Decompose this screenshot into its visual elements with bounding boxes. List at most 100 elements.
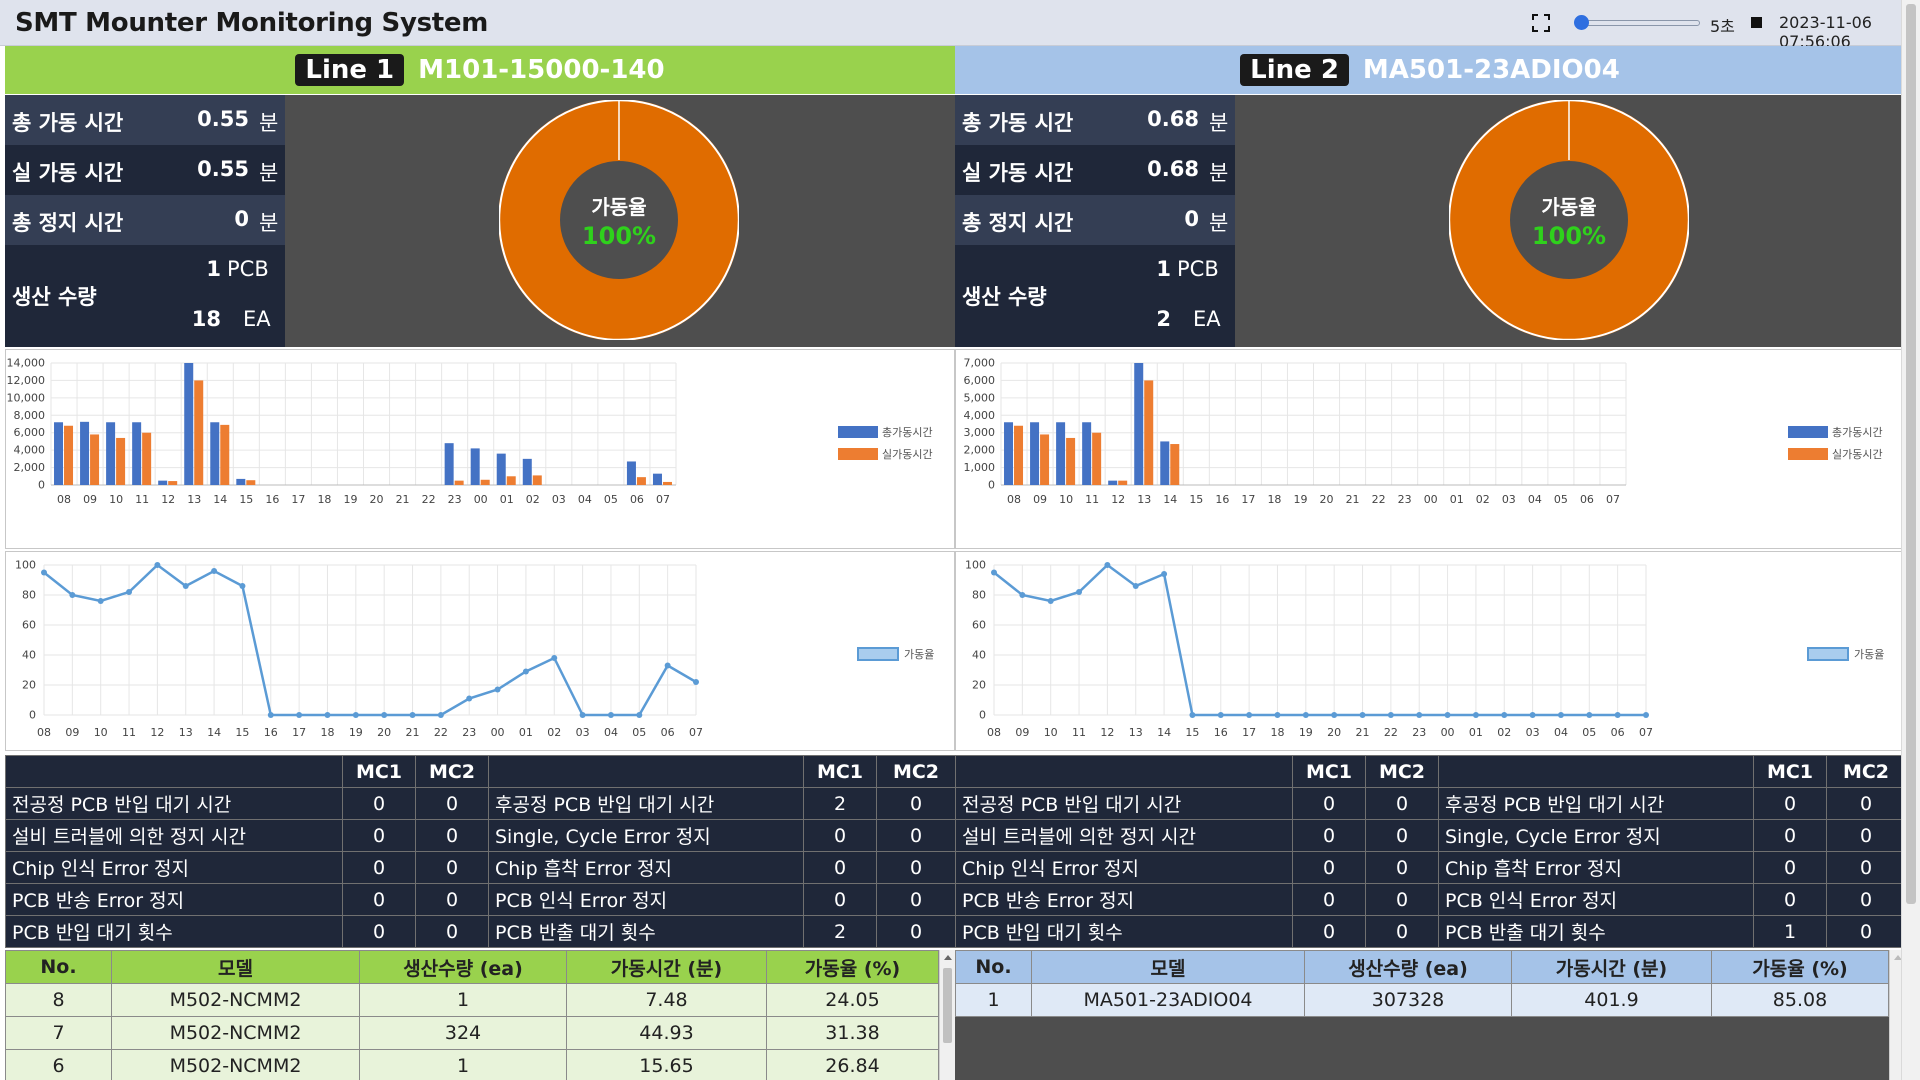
data-point [1246,712,1253,718]
history-header-run-time[interactable]: 가동시간 (분) [1511,950,1712,984]
data-point [41,569,47,576]
error-mc2-count: 0 [876,787,956,820]
stat-value: 0.68 [1147,107,1199,131]
error-mc1-count: 0 [1292,851,1366,884]
line1-bar-chart-svg: 14,00012,00010,0008,0006,0004,0002,00000… [7,357,933,507]
history-header-quantity[interactable]: 생산수량 (ea) [1304,950,1512,984]
y-tick-label: 100 [965,559,986,572]
x-tick-label: 08 [1007,493,1021,506]
error-mc2-count: 0 [876,819,956,852]
slider-track[interactable] [1576,20,1700,26]
x-tick-label: 09 [83,493,97,506]
error-mc1-count: 2 [803,915,877,948]
x-tick-label: 01 [500,493,514,506]
y-tick-label: 0 [988,479,995,492]
data-point [1557,712,1564,718]
x-tick-label: 11 [135,493,149,506]
line2-bar-chart-svg: 7,000 6,000 5,000 4,000 3,000 2,000 1,000 0 08 09… [964,357,1883,507]
history-header-quantity[interactable]: 생산수량 (ea) [359,950,567,984]
x-tick-label: 17 [1241,493,1255,506]
scroll-up-arrow-icon[interactable] [944,955,952,960]
page-scrollbar[interactable] [1901,0,1920,1080]
line2-model: MA501-23ADIO04 [1362,55,1620,85]
production-pcb-count: 1 [1156,257,1171,281]
x-tick-label: 05 [1582,726,1596,739]
y-tick-label: 80 [972,589,986,602]
x-tick-label: 18 [1267,493,1281,506]
x-tick-label: 12 [1100,726,1114,739]
x-tick-label: 03 [1502,493,1516,506]
page-scroll-thumb[interactable] [1906,4,1916,904]
x-tick-label: 23 [1398,493,1412,506]
x-tick-label: 11 [1072,726,1086,739]
error-name: 후공정 PCB 반입 대기 시간 [488,787,804,820]
data-point [437,712,444,718]
x-tick-label: 04 [604,726,618,739]
x-tick-label: 03 [552,493,566,506]
production-pcb-count: 1 [206,257,221,281]
error-name: Single, Cycle Error 정지 [1438,819,1754,852]
error-header-blank [488,755,804,788]
legend-label: 총가동시간 [1832,426,1883,439]
data-point [1331,712,1338,718]
y-tick-label: 6,000 [964,374,996,387]
scroll-up-arrow-icon[interactable] [1894,955,1902,960]
history-table-row[interactable]: 8 M502-NCMM2 1 7.48 24.05 [5,983,939,1017]
data-point [636,712,643,718]
history-header-run-time[interactable]: 가동시간 (분) [566,950,767,984]
error-name: PCB 인식 Error 정지 [488,883,804,916]
y-tick-label: 40 [22,649,36,662]
history-header-rate[interactable]: 가동율 (%) [766,950,939,984]
series-line-utilization [43,563,697,717]
history-header-no[interactable]: No. [5,950,112,984]
x-tick-label: 01 [519,726,533,739]
history-table-row[interactable]: 1 MA501-23ADIO04 307328 401.9 85.08 [955,983,1889,1017]
fullscreen-icon[interactable] [1532,14,1550,32]
x-tick-label: 12 [1111,493,1125,506]
slider-thumb[interactable] [1574,15,1589,30]
legend-label: 총가동시간 [882,426,933,439]
bar-total-run-time [1108,480,1118,485]
donut-value: 100% [1531,222,1607,250]
history-header-rate[interactable]: 가동율 (%) [1711,950,1889,984]
error-table-header: MC1 MC2 MC1 MC2 [955,755,1906,788]
data-point [409,712,416,718]
line2-error-table: MC1 MC2 MC1 MC2 전공정 PCB 반입 대기 시간 0 0 후공정 PC… [955,755,1906,948]
scroll-thumb[interactable] [943,968,952,1043]
history-no: 7 [5,1016,112,1050]
x-tick-label: 06 [661,726,675,739]
history-header-model[interactable]: 모델 [111,950,360,984]
data-point [1359,712,1366,718]
x-tick-label: 17 [1242,726,1256,739]
data-point [381,712,388,718]
line2-badge: Line 2 [1240,54,1349,86]
production-ea-unit: EA [1193,307,1221,331]
x-tick-label: 09 [1033,493,1047,506]
history-header-no[interactable]: No. [955,950,1032,984]
error-mc2-count: 0 [876,883,956,916]
line2-summary: 총 가동 시간 0.68 분 실 가동 시간 0.68 분 총 정지 시간 0 … [955,95,1905,347]
x-tick-label: 02 [1476,493,1490,506]
bar-total-run-time [54,422,64,485]
history-table-row[interactable]: 7 M502-NCMM2 324 44.93 31.38 [5,1016,939,1050]
line1-history-scrollbar[interactable] [939,950,955,1080]
bar-total-run-time [132,422,142,485]
stop-icon[interactable] [1751,17,1762,28]
history-header-model[interactable]: 모델 [1031,950,1305,984]
line1-total-stop-time: 총 정지 시간 0 분 [5,195,285,245]
x-tick-label: 07 [1606,493,1620,506]
line1-total-run-time: 총 가동 시간 0.55 분 [5,95,285,145]
history-table-row[interactable]: 6 M502-NCMM2 1 15.65 26.84 [5,1049,939,1080]
error-mc2-count: 0 [1826,819,1906,852]
error-mc2-count: 0 [876,851,956,884]
data-point [1302,712,1309,718]
bar-total-run-time [1030,422,1040,485]
bar-total-run-time [158,480,168,485]
y-tick-label: 5,000 [964,391,996,404]
error-mc2-count: 0 [1365,851,1439,884]
x-tick-label: 12 [161,493,175,506]
error-mc1-count: 0 [1292,787,1366,820]
data-point [211,568,218,574]
stat-label: 총 정지 시간 [962,211,1074,235]
refresh-interval-slider[interactable] [1574,15,1700,30]
